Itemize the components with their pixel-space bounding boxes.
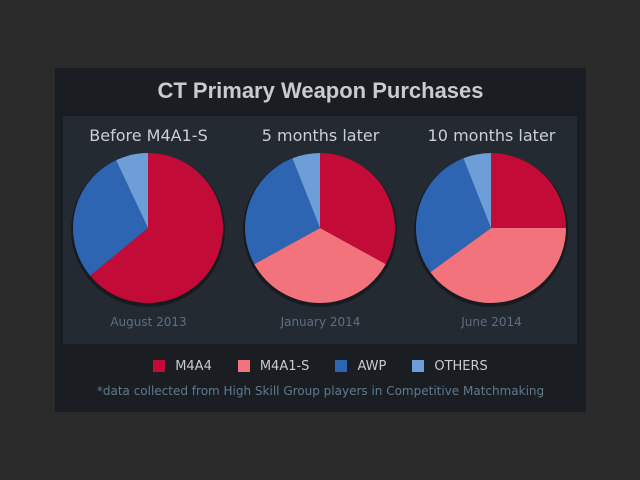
pie-slice-m4a1s <box>430 228 566 303</box>
pie-slice-others <box>292 153 320 228</box>
pie-slice-awp <box>73 160 148 276</box>
legend-swatch <box>335 360 348 372</box>
legend-label: AWP <box>357 358 387 374</box>
legend-item-awp: AWP <box>335 358 386 374</box>
pie-chart-january-2014 <box>243 153 397 307</box>
pie-slice-awp <box>245 158 320 265</box>
pie-slice-m4a1s <box>254 228 386 303</box>
pie-panel-january-2014: 5 months later January 2014 <box>235 116 406 344</box>
pie-panel-august-2013: Before M4A1-S August 2013 <box>63 116 234 344</box>
pie-chart-june-2014 <box>414 153 568 307</box>
pie-slice-others <box>116 153 148 228</box>
legend-swatch <box>237 360 250 372</box>
legend: M4A4 M4A1-S AWP OTHERS <box>55 358 586 374</box>
pie-slice-m4a4 <box>491 153 566 228</box>
legend-label: M4A4 <box>175 358 212 374</box>
pie-slice-m4a4 <box>90 153 223 303</box>
legend-item-m4a1s: M4A1-S <box>237 358 310 374</box>
pie-caption: June 2014 <box>461 315 522 329</box>
legend-label: M4A1-S <box>259 358 310 374</box>
pie-panels-container: Before M4A1-S August 2013 5 months later… <box>63 116 577 344</box>
pie-title: 10 months later <box>427 126 556 145</box>
legend-label: OTHERS <box>434 358 488 374</box>
chart-card: CT Primary Weapon Purchases Before M4A1-… <box>55 68 586 412</box>
pie-title: 5 months later <box>261 126 380 145</box>
footnote: *data collected from High Skill Group pl… <box>96 384 545 398</box>
pie-slice-awp <box>416 158 491 273</box>
legend-item-others: OTHERS <box>412 358 488 374</box>
pie-title: Before M4A1-S <box>89 126 208 145</box>
pie-slice-others <box>463 153 491 228</box>
legend-swatch <box>153 360 166 372</box>
legend-item-m4a4: M4A4 <box>153 358 212 374</box>
pie-panel-june-2014: 10 months later June 2014 <box>406 116 577 344</box>
chart-title: CT Primary Weapon Purchases <box>157 78 484 103</box>
pie-slice-m4a4 <box>320 153 395 265</box>
pie-caption: August 2013 <box>110 315 187 329</box>
pie-chart-august-2013 <box>71 153 225 307</box>
legend-swatch <box>412 360 425 372</box>
pie-caption: January 2014 <box>280 315 361 329</box>
